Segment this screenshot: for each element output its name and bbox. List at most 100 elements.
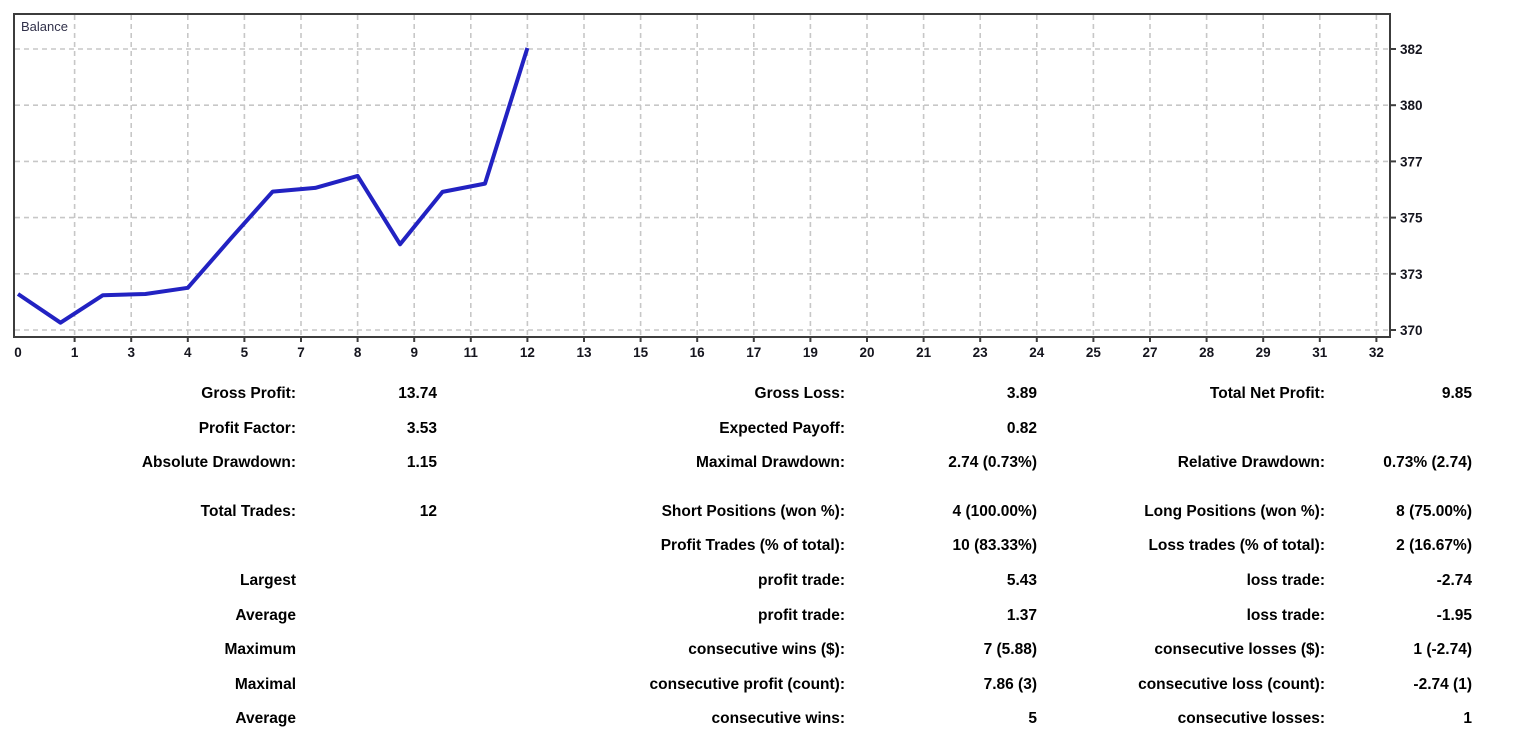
stat-value [296,633,437,668]
x-axis-tick-label: 13 [576,345,592,360]
stat-value: 10 (83.33%) [952,537,1037,555]
x-axis-tick-label: 5 [241,345,249,360]
x-axis-tick-label: 23 [973,345,989,360]
chart-legend-balance: Balance [21,19,68,34]
stat-label: Expected Payoff: [719,419,845,437]
y-axis-tick-label: 373 [1400,267,1423,282]
x-axis-labels: 0 1 3 4 5 7 8 9 11 12 13 15 16 17 19 20 21 23 24 25 27 28 29 31… [14,345,1384,360]
x-axis-tick-label: 16 [690,345,706,360]
x-axis-tick-label: 17 [746,345,761,360]
stat-row: Absolute Drawdown: 1.15 Maximal Drawdown: 2… [0,446,1536,481]
x-axis-tick-label: 25 [1086,345,1102,360]
x-axis-tick-label: 4 [184,345,192,360]
x-axis-tick-label: 19 [803,345,818,360]
x-axis-tick-label: 15 [633,345,649,360]
x-axis-tick-label: 11 [464,345,479,360]
report-statistics-table: Gross Profit: 13.74 Gross Loss: 3.89 Total N… [0,377,1536,737]
stat-row: Largest profit trade: 5.43 loss trade: -2.74 [0,564,1536,599]
stat-value: 8 (75.00%) [1396,502,1472,520]
x-axis-tick-label: 32 [1369,345,1384,360]
stat-label: Maximal Drawdown: [696,454,845,472]
stat-label: loss trade: [1246,571,1325,589]
stat-value: -1.95 [1436,606,1472,624]
stat-label: Short Positions (won %): [661,502,845,520]
stat-value: 9.85 [1441,385,1472,402]
stat-row: Average profit trade: 1.37 loss trade: -1.95 [0,599,1536,634]
x-axis-tick-label: 3 [127,345,135,360]
stat-label: Absolute Drawdown: [141,454,296,472]
stat-label: Gross Loss: [754,385,845,402]
stat-label: Loss trades (% of total): [1148,537,1325,555]
stat-label: Maximum [224,641,297,659]
y-axis-labels: 382 380 377 375 373 370 [1400,42,1423,338]
x-axis-tick-label: 29 [1256,345,1271,360]
stat-label: consecutive losses: [1177,710,1325,728]
stat-row: Maximal consecutive profit (count): 7.86 (… [0,668,1536,703]
x-axis-tick-label: 12 [520,345,535,360]
stat-value: 4 (100.00%) [952,502,1037,520]
x-axis-tick-label: 1 [71,345,79,360]
stat-value: -2.74 [1436,571,1472,589]
stat-value: 5.43 [1006,571,1037,589]
stat-label: Total Trades: [200,502,296,520]
stat-value: 7 (5.88) [983,641,1037,659]
stat-label [0,529,296,564]
stat-value: 3.53 [406,419,437,437]
stat-label: Relative Drawdown: [1177,454,1325,472]
stat-value: 12 [419,502,437,520]
y-axis-tick-label: 382 [1400,42,1423,57]
balance-chart-svg: 0 1 3 4 5 7 8 9 11 12 13 15 16 17 19 20 21 23 24 25 27 28 29 31… [13,13,1423,360]
x-axis-tick-label: 21 [916,345,932,360]
x-axis-tick-label: 9 [410,345,418,360]
x-axis-tick-label: 8 [354,345,362,360]
x-axis-tick-label: 31 [1312,345,1328,360]
stat-label: profit trade: [758,571,845,589]
balance-line [16,47,530,325]
stat-value: 1.15 [406,454,437,472]
stat-value: 13.74 [398,385,437,402]
stat-label [1037,412,1325,447]
stat-value: 0.82 [1006,419,1037,437]
stat-label: Largest [240,571,296,589]
stat-value: 7.86 (3) [983,675,1037,693]
y-axis-tick-label: 370 [1400,323,1423,338]
stat-label: loss trade: [1246,606,1325,624]
x-axis-tick-label: 27 [1142,345,1157,360]
stat-label: Profit Factor: [198,419,296,437]
stat-label: Profit Trades (% of total): [660,537,845,555]
x-axis-tick-label: 7 [297,345,305,360]
stat-label: consecutive wins: [711,710,845,728]
stat-label: profit trade: [758,606,845,624]
grid-lines [15,15,1389,336]
stat-value: -2.74 (1) [1413,675,1472,693]
stat-value: 0.73% (2.74) [1383,454,1472,472]
stat-row: Average consecutive wins: 5 consecutive los… [0,702,1536,737]
section-gap [0,481,1536,495]
stat-label: Average [235,606,296,624]
y-axis-tick-label: 375 [1400,211,1423,226]
chart-border [13,13,1391,338]
stat-row: Total Trades: 12 Short Positions (won %): 4… [0,495,1536,530]
stat-value [296,599,437,634]
stat-label: Gross Profit: [201,385,296,402]
stat-value: 1.37 [1006,606,1037,624]
stat-value [296,564,437,599]
y-axis-tick-label: 380 [1400,98,1423,113]
stat-value [1325,412,1472,447]
stat-row: Maximum consecutive wins ($): 7 (5.88) cons… [0,633,1536,668]
stat-value [296,529,437,564]
y-axis-tick-label: 377 [1400,154,1423,169]
stat-value: 3.89 [1006,385,1037,402]
stat-value [296,668,437,703]
x-axis-tick-label: 20 [859,345,874,360]
stat-value: 2 (16.67%) [1396,537,1472,555]
axis-ticks [73,48,1396,342]
stat-label: consecutive profit (count): [649,675,845,693]
stat-value: 1 (-2.74) [1413,641,1472,659]
stat-label: Total Net Profit: [1209,385,1325,402]
stat-label: Average [235,710,296,728]
stat-value: 1 [1463,710,1472,728]
stat-value: 2.74 (0.73%) [948,454,1037,472]
x-axis-tick-label: 28 [1199,345,1215,360]
stat-label: consecutive wins ($): [688,641,845,659]
